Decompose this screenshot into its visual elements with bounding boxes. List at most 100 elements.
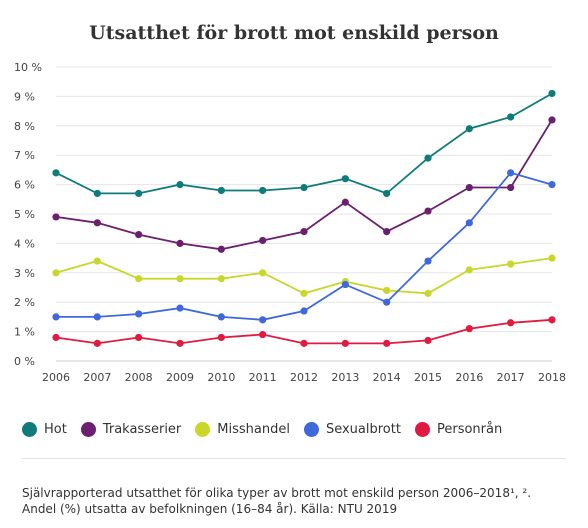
legend-item[interactable]: Hot	[22, 422, 67, 437]
x-tick-label: 2007	[83, 371, 111, 384]
x-axis-ticks: 2006 2007 2008 2009 2010 2011 2012 2013 2014 2015…	[42, 371, 566, 384]
data-point-personrån	[93, 339, 101, 347]
data-point-misshandel	[52, 269, 60, 277]
data-point-hot	[176, 181, 184, 189]
y-tick-label: 9 %	[14, 90, 35, 103]
data-point-sexualbrott	[93, 313, 101, 321]
x-tick-label: 2012	[290, 371, 318, 384]
y-tick-label: 2 %	[14, 296, 35, 309]
legend-label: Sexualbrott	[325, 422, 401, 437]
data-point-trakasserier	[383, 228, 391, 236]
data-point-trakasserier	[424, 207, 432, 215]
x-tick-label: 2015	[414, 371, 442, 384]
data-point-misshandel	[548, 254, 556, 262]
data-point-hot	[52, 169, 60, 177]
legend-swatch	[22, 422, 37, 437]
data-point-personrån	[176, 339, 184, 347]
data-point-trakasserier	[52, 213, 60, 221]
data-point-hot	[135, 189, 143, 198]
data-point-hot	[465, 125, 473, 133]
data-point-personrån	[300, 339, 308, 347]
data-point-misshandel	[176, 275, 184, 283]
data-point-hot	[217, 186, 225, 195]
series-line-sexualbrott	[56, 171, 553, 321]
data-point-sexualbrott	[52, 313, 60, 321]
data-point-misshandel	[300, 289, 308, 297]
y-tick-label: 7 %	[14, 149, 35, 162]
data-point-personrån	[135, 333, 143, 342]
data-point-hot	[300, 183, 308, 192]
legend-swatch	[414, 422, 430, 437]
data-point-misshandel	[217, 275, 225, 283]
series-points	[52, 89, 556, 347]
legend-swatch	[195, 422, 211, 437]
x-tick-label: 2011	[249, 371, 277, 384]
x-tick-label: 2006	[42, 371, 70, 384]
data-point-personrån	[424, 336, 432, 345]
caption: Självrapporterad utsatthet för olika typ…	[22, 485, 572, 517]
data-point-sexualbrott	[259, 316, 267, 324]
legend-item[interactable]: Misshandel	[195, 422, 290, 437]
data-point-sexualbrott	[507, 169, 515, 177]
data-point-trakasserier	[465, 183, 473, 192]
y-tick-label: 3 %	[14, 267, 35, 280]
data-point-hot	[383, 189, 391, 198]
data-point-misshandel	[507, 260, 515, 268]
data-point-sexualbrott	[424, 257, 432, 265]
data-point-personrån	[507, 319, 515, 327]
divider	[22, 458, 566, 459]
data-point-sexualbrott	[135, 310, 143, 318]
legend-item[interactable]: Sexualbrott	[303, 422, 401, 437]
data-point-personrån	[548, 316, 556, 324]
data-point-sexualbrott	[300, 307, 308, 315]
x-tick-label: 2008	[125, 371, 153, 384]
data-point-personrån	[465, 325, 473, 333]
data-point-sexualbrott	[465, 219, 473, 227]
data-point-personrån	[383, 339, 391, 347]
data-point-personrån	[52, 333, 60, 342]
data-point-trakasserier	[548, 116, 556, 124]
y-tick-label: 10 %	[14, 61, 42, 74]
x-tick-label: 2017	[497, 371, 525, 384]
x-tick-label: 2013	[331, 371, 359, 384]
data-point-trakasserier	[300, 228, 308, 236]
data-point-hot	[507, 113, 515, 121]
data-point-misshandel	[259, 269, 267, 277]
line-chart: 0 %1 %2 %3 %4 %5 %6 %7 %8 %9 %10 % 2006 2…	[14, 61, 566, 384]
data-point-personrån	[259, 330, 267, 339]
data-point-misshandel	[135, 275, 143, 283]
legend: Hot Trakasserier Misshandel Sexualbrott Pers…	[22, 422, 516, 437]
legend-label: Trakasserier	[102, 422, 182, 437]
data-point-misshandel	[465, 266, 473, 274]
data-point-personrån	[341, 339, 349, 347]
data-point-hot	[341, 175, 349, 183]
legend-item[interactable]: Trakasserier	[80, 422, 182, 437]
y-tick-label: 6 %	[14, 179, 35, 192]
data-point-misshandel	[93, 257, 101, 265]
y-tick-label: 0 %	[14, 355, 35, 368]
data-point-sexualbrott	[383, 298, 391, 306]
x-tick-label: 2009	[166, 371, 194, 384]
legend-label: Personrån	[436, 422, 503, 437]
data-point-trakasserier	[217, 245, 225, 253]
x-tick-label: 2014	[373, 371, 401, 384]
y-tick-label: 8 %	[14, 120, 35, 133]
x-tick-label: 2010	[207, 371, 235, 384]
y-axis-ticks: 0 % 1 % 2 % 3 % 4 % 5 % 6 % 7 % 8 % 9 % 10 %	[14, 61, 42, 368]
legend-item[interactable]: Personrån	[414, 422, 503, 437]
data-point-sexualbrott	[176, 304, 184, 312]
data-point-trakasserier	[93, 219, 101, 227]
series-line-hot	[55, 92, 553, 195]
data-point-hot	[93, 189, 101, 198]
legend-label: Hot	[44, 422, 67, 437]
caption-line-2: Andel (%) utsatta av befolkningen (16–84…	[22, 502, 398, 516]
data-point-hot	[548, 89, 556, 98]
data-point-trakasserier	[341, 198, 349, 206]
legend-label: Misshandel	[217, 422, 290, 437]
series-line-misshandel	[55, 257, 553, 295]
data-point-trakasserier	[259, 236, 267, 245]
legend-swatch	[80, 422, 96, 437]
y-tick-label: 4 %	[14, 237, 35, 250]
series-lines	[55, 92, 553, 345]
